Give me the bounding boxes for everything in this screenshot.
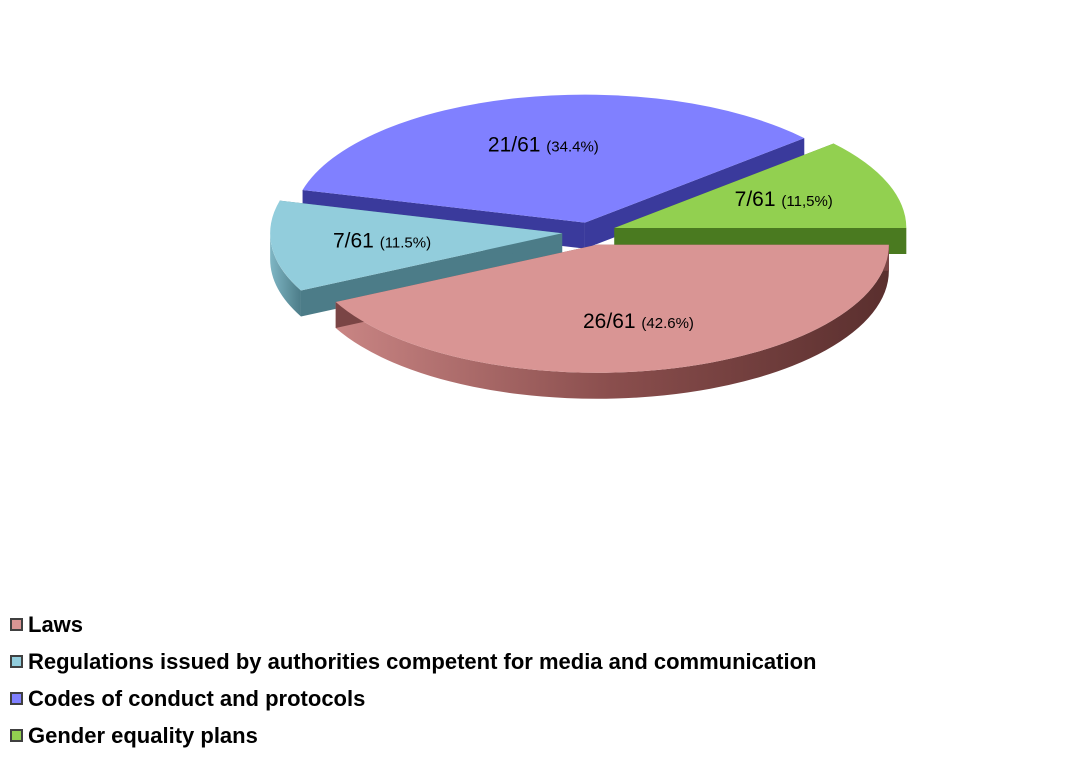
pie-slices — [270, 94, 907, 399]
data-label-count-gender-equality: 7/61 — [735, 188, 782, 211]
data-label-percent-gender-equality: (11,5%) — [781, 193, 832, 210]
data-label-percent-laws: (42.6%) — [641, 315, 694, 332]
legend-swatch-gender-equality — [10, 729, 23, 742]
legend: Laws Regulations issued by authorities c… — [10, 606, 1085, 754]
pie-slice-side-regulations — [270, 233, 301, 317]
pie-slice-top-codes — [302, 94, 805, 223]
legend-label-regulations: Regulations issued by authorities compet… — [28, 648, 817, 674]
pie-slice-side-laws — [335, 244, 889, 399]
data-label-count-laws: 26/61 — [583, 310, 641, 333]
data-label-count-codes: 21/61 — [488, 133, 546, 156]
pie-slice-top-gender-equality — [614, 143, 907, 228]
data-label-regulations: 7/61 (11.5%) — [333, 229, 431, 252]
pie-slice-top-laws — [335, 244, 889, 373]
data-label-codes: 21/61 (34.4%) — [488, 133, 599, 156]
pie-chart: 21/61 (34.4%)7/61 (11,5%)7/61 (11.5%)26/… — [270, 94, 907, 399]
pie-slice-laws — [335, 244, 889, 399]
legend-item-codes: Codes of conduct and protocols — [10, 680, 1085, 717]
pie-labels: 21/61 (34.4%)7/61 (11,5%)7/61 (11.5%)26/… — [333, 133, 833, 333]
data-label-count-regulations: 7/61 — [333, 229, 380, 252]
legend-swatch-codes — [10, 692, 23, 705]
legend-label-laws: Laws — [28, 611, 84, 637]
legend-label-codes: Codes of conduct and protocols — [28, 685, 366, 711]
pie-slice-top-regulations — [270, 200, 563, 291]
legend-swatch-laws — [10, 618, 23, 631]
data-label-gender-equality: 7/61 (11,5%) — [735, 188, 833, 211]
data-label-laws: 26/61 (42.6%) — [583, 310, 694, 333]
legend-item-regulations: Regulations issued by authorities compet… — [10, 643, 1085, 680]
legend-item-gender-equality: Gender equality plans — [10, 717, 1085, 754]
data-label-percent-codes: (34.4%) — [546, 138, 599, 155]
legend-item-laws: Laws — [10, 606, 1085, 643]
legend-label-gender-equality: Gender equality plans — [28, 722, 258, 748]
legend-swatch-regulations — [10, 655, 23, 668]
data-label-percent-regulations: (11.5%) — [380, 234, 431, 251]
